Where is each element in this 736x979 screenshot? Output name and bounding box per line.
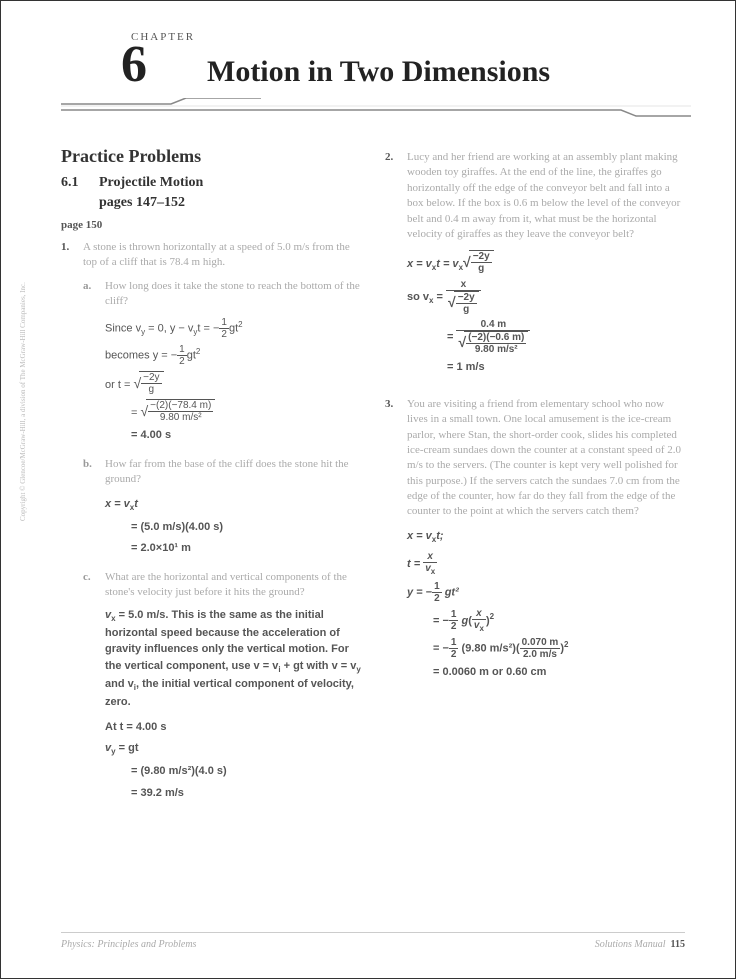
answer-text: vx = 5.0 m/s. This is the same as the in… bbox=[105, 607, 361, 711]
subsection-title: Projectile Motion bbox=[99, 173, 203, 193]
subprob-text: What are the horizontal and vertical com… bbox=[105, 570, 361, 807]
subsection-heading: 6.1 Projectile Motion bbox=[61, 173, 361, 193]
page-container: CHAPTER 6 Motion in Two Dimensions Pract… bbox=[1, 1, 735, 836]
subprob-label: c. bbox=[83, 570, 97, 807]
problem-text: A stone is thrown horizontally at a spee… bbox=[83, 240, 361, 271]
right-column: 2. Lucy and her friend are working at an… bbox=[385, 144, 685, 806]
subsection-pages: pages 147–152 bbox=[99, 193, 361, 213]
problem-number: 2. bbox=[385, 150, 399, 381]
subproblem-1b: b. How far from the base of the cliff do… bbox=[83, 457, 361, 562]
copyright-sidetext: Copyright © Glencoe/McGraw-Hill, a divis… bbox=[19, 282, 27, 521]
problem-number: 3. bbox=[385, 397, 399, 686]
footer-left: Physics: Principles and Problems bbox=[61, 939, 196, 950]
subprob-label: a. bbox=[83, 279, 97, 449]
page-footer: Physics: Principles and Problems Solutio… bbox=[61, 932, 685, 950]
math-block: x = vxt = vx−2yg so vx = x−2yg = 0.4 m(−… bbox=[407, 250, 685, 376]
chapter-header: 6 Motion in Two Dimensions bbox=[61, 35, 685, 94]
chapter-title: Motion in Two Dimensions bbox=[207, 55, 550, 89]
header-rule bbox=[61, 98, 685, 114]
subsection-num: 6.1 bbox=[61, 173, 87, 193]
problem-2: 2. Lucy and her friend are working at an… bbox=[385, 150, 685, 381]
section-title: Practice Problems bbox=[61, 144, 361, 169]
problem-1: 1. A stone is thrown horizontally at a s… bbox=[61, 240, 361, 807]
subprob-text: How far from the base of the cliff does … bbox=[105, 457, 361, 562]
problem-3: 3. You are visiting a friend from elemen… bbox=[385, 397, 685, 686]
chapter-number: 6 bbox=[121, 35, 147, 94]
math-block: x = vxt; t = xvx y = −12 gt² = −12 g(xvx… bbox=[407, 528, 685, 682]
left-column: Practice Problems 6.1 Projectile Motion … bbox=[61, 144, 361, 806]
content-columns: Practice Problems 6.1 Projectile Motion … bbox=[61, 144, 685, 806]
subproblem-1c: c. What are the horizontal and vertical … bbox=[83, 570, 361, 807]
problem-text: Lucy and her friend are working at an as… bbox=[407, 150, 685, 242]
rule-decoration bbox=[61, 98, 691, 118]
math-block: x = vxt = (5.0 m/s)(4.00 s) = 2.0×10¹ m bbox=[105, 496, 361, 558]
problem-text: You are visiting a friend from elementar… bbox=[407, 397, 685, 520]
page-reference: page 150 bbox=[61, 218, 361, 233]
subprob-label: b. bbox=[83, 457, 97, 562]
subprob-text: How long does it take the stone to reach… bbox=[105, 279, 361, 449]
problem-number: 1. bbox=[61, 240, 75, 807]
subproblem-1a: a. How long does it take the stone to re… bbox=[83, 279, 361, 449]
math-block: At t = 4.00 s vy = gt = (9.80 m/s²)(4.0 … bbox=[105, 719, 361, 803]
math-block: Since vy = 0, y − vyt = −12gt2 becomes y… bbox=[105, 317, 361, 445]
footer-right: Solutions Manual 115 bbox=[595, 939, 685, 950]
